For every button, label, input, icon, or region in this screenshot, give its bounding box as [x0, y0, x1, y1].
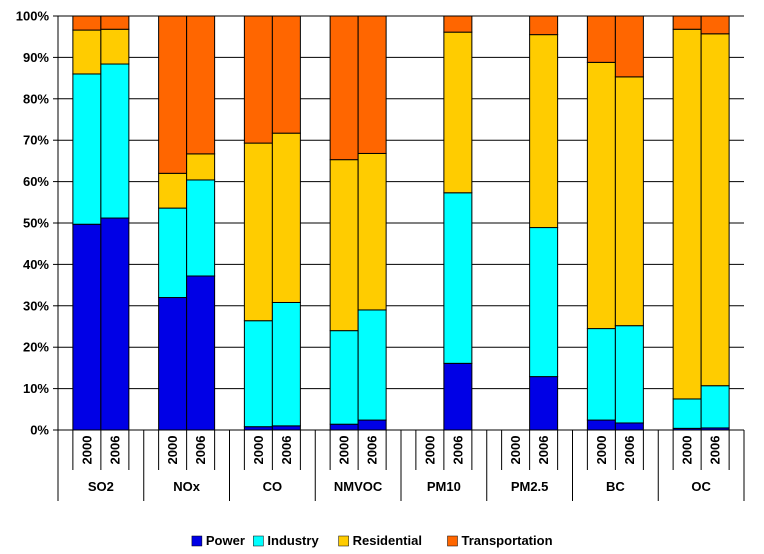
- year-label: 2006: [193, 436, 208, 465]
- bar-segment-transportation: [158, 15, 188, 174]
- bar-segment-transportation: [672, 15, 702, 30]
- bar-segment-industry: [357, 309, 387, 421]
- bar-segment-transportation: [329, 15, 359, 161]
- bar-segment-power: [100, 217, 130, 431]
- y-tick-label: 90%: [23, 50, 49, 65]
- y-tick-label: 50%: [23, 216, 49, 231]
- year-label: 2000: [165, 436, 180, 465]
- bar-segment-power: [271, 425, 301, 431]
- legend-swatch-residential: [338, 535, 349, 547]
- year-label: 2000: [594, 436, 609, 465]
- bar-segment-industry: [72, 73, 102, 225]
- bar-segment-transportation: [700, 15, 730, 35]
- year-label: 2000: [680, 436, 695, 465]
- legend-label-power: Power: [206, 533, 245, 548]
- bar-segment-residential: [186, 153, 216, 181]
- bar-segment-transportation: [271, 15, 301, 134]
- bar-segment-industry: [443, 192, 473, 364]
- y-tick-label: 80%: [23, 91, 49, 106]
- bar-segment-transportation: [586, 15, 616, 63]
- year-label: 2000: [337, 436, 352, 465]
- group-label: SO2: [88, 479, 114, 494]
- bar-segment-power: [614, 422, 644, 431]
- bar-segment-industry: [586, 328, 616, 421]
- legend-label-industry: Industry: [267, 533, 319, 548]
- y-tick-label: 20%: [23, 340, 49, 355]
- bar-segment-power: [72, 223, 102, 431]
- bar-segment-industry: [243, 320, 273, 428]
- bar-segment-residential: [72, 29, 102, 75]
- bar-segment-power: [443, 362, 473, 431]
- year-label: 2000: [508, 436, 523, 465]
- bar-segment-residential: [357, 152, 387, 311]
- bar-segment-transportation: [443, 15, 473, 33]
- group-label: CO: [263, 479, 283, 494]
- year-label: 2006: [622, 436, 637, 465]
- bar-segment-transportation: [529, 15, 559, 36]
- bar-segment-residential: [100, 28, 130, 65]
- y-tick-label: 30%: [23, 298, 49, 313]
- bar-segment-power: [586, 419, 616, 431]
- bar-segment-power: [357, 419, 387, 431]
- bar-segment-residential: [443, 31, 473, 194]
- year-label: 2006: [536, 436, 551, 465]
- y-tick-label: 70%: [23, 133, 49, 148]
- bar-segment-power: [186, 275, 216, 431]
- bar-segment-transportation: [243, 15, 273, 144]
- y-tick-label: 100%: [16, 9, 50, 24]
- group-label: PM2.5: [511, 479, 549, 494]
- bar-segment-power: [158, 297, 188, 431]
- y-tick-label: 0%: [30, 423, 49, 438]
- bar-segment-industry: [271, 301, 301, 427]
- bar-segment-residential: [614, 76, 644, 327]
- group-label: NOx: [173, 479, 201, 494]
- bar-segment-residential: [529, 34, 559, 229]
- year-label: 2000: [251, 436, 266, 465]
- legend-swatch-industry: [253, 535, 264, 547]
- year-label: 2006: [107, 436, 122, 465]
- y-tick-label: 60%: [23, 174, 49, 189]
- bar-segment-residential: [700, 33, 730, 387]
- legend-swatch-power: [191, 535, 203, 547]
- bar-segment-residential: [586, 61, 616, 330]
- group-label: NMVOC: [334, 479, 383, 494]
- bar-segment-industry: [614, 325, 644, 424]
- y-tick-label: 10%: [23, 381, 49, 396]
- year-label: 2006: [365, 436, 380, 465]
- year-label: 2006: [708, 436, 723, 465]
- bar-segment-power: [529, 376, 559, 431]
- bar-segment-residential: [271, 132, 301, 303]
- bar-segment-transportation: [357, 15, 387, 154]
- bar-segment-industry: [672, 398, 702, 429]
- bar-segment-industry: [529, 227, 559, 378]
- bar-segment-residential: [158, 172, 188, 209]
- year-label: 2000: [79, 436, 94, 465]
- bar-segment-power: [329, 423, 359, 431]
- bar-segment-industry: [100, 63, 130, 219]
- bar-segment-transportation: [614, 15, 644, 78]
- y-tick-label: 40%: [23, 257, 49, 272]
- bar-segment-transportation: [72, 15, 102, 31]
- bar-segment-residential: [672, 28, 702, 400]
- bar-segment-residential: [243, 142, 273, 322]
- legend-label-transportation: Transportation: [462, 533, 553, 548]
- legend-swatch-transportation: [447, 535, 458, 547]
- bar-segment-residential: [329, 159, 359, 332]
- group-label: OC: [691, 479, 711, 494]
- year-label: 2006: [450, 436, 465, 465]
- bar-segment-industry: [158, 207, 188, 299]
- bar-segment-industry: [186, 179, 216, 277]
- group-label: BC: [606, 479, 625, 494]
- bar-segment-transportation: [100, 15, 130, 30]
- year-label: 2000: [422, 436, 437, 465]
- group-label: PM10: [427, 479, 461, 494]
- bar-segment-industry: [700, 385, 730, 429]
- legend-label-residential: Residential: [353, 533, 422, 548]
- year-label: 2006: [279, 436, 294, 465]
- bar-segment-industry: [329, 330, 359, 425]
- bar-segment-transportation: [186, 15, 216, 155]
